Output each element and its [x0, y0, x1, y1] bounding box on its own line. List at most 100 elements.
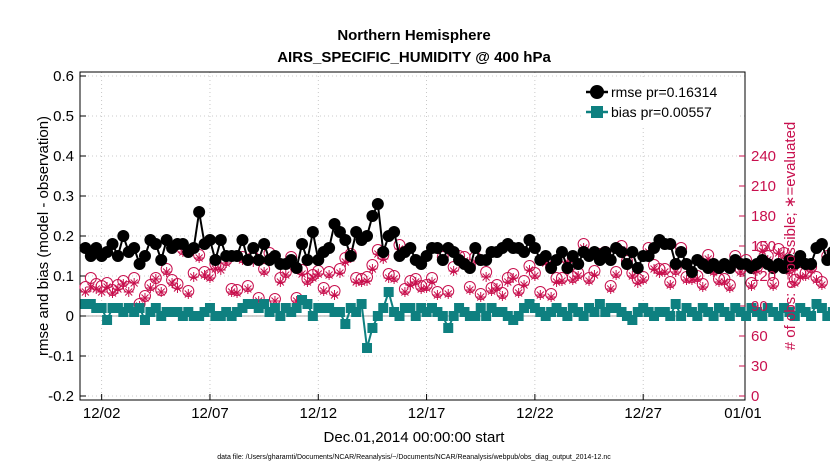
- bias-marker: [232, 307, 243, 317]
- obs-evaluated-marker: [145, 283, 156, 293]
- rmse-marker: [361, 230, 374, 242]
- obs-evaluated-marker: [464, 285, 475, 295]
- obs-evaluated-marker: [324, 270, 335, 280]
- bias-marker: [150, 303, 161, 313]
- bias-marker: [519, 303, 530, 313]
- bias-marker: [215, 311, 226, 321]
- y-tick-label: 0.6: [53, 68, 74, 85]
- bias-marker: [85, 299, 96, 309]
- x-tick-label: 12/17: [408, 405, 446, 422]
- rmse-marker: [604, 254, 617, 266]
- obs-evaluated-marker: [513, 288, 524, 298]
- bias-marker: [816, 303, 827, 313]
- tick-labels: 12/02 12/07 12/12 12/17 12/22 12/27 01/01 -0.2 -…: [48, 68, 776, 422]
- bias-marker: [751, 307, 762, 317]
- bias-marker: [540, 311, 551, 321]
- bias-marker: [134, 303, 145, 313]
- obs-evaluated-marker: [232, 288, 243, 298]
- obs-evaluated-marker: [329, 290, 340, 300]
- data-file-footnote: data file: /Users/gharamti/Documents/NCA…: [217, 454, 611, 461]
- rmse-marker: [685, 266, 698, 278]
- bias-marker: [616, 307, 627, 317]
- bias-marker: [242, 299, 253, 309]
- bias-marker: [96, 303, 107, 313]
- bias-marker: [102, 315, 113, 325]
- obs-evaluated-marker: [519, 280, 530, 290]
- obs-evaluated-marker: [307, 273, 318, 283]
- bias-marker: [605, 303, 616, 313]
- bias-marker: [529, 303, 540, 313]
- bias-marker: [649, 311, 660, 321]
- bias-marker: [426, 303, 437, 313]
- y-axis-right-label: # of obs: o=possible; ∗=evaluated: [782, 122, 799, 351]
- rmse-marker: [371, 198, 384, 210]
- bias-marker: [708, 311, 719, 321]
- bias-marker: [600, 307, 611, 317]
- y-tick-label: 0.1: [53, 268, 74, 285]
- series-layer: [79, 198, 830, 353]
- obs-evaluated-marker: [486, 286, 497, 296]
- bias-marker: [340, 319, 351, 329]
- bias-marker: [827, 307, 830, 317]
- rmse-marker: [528, 242, 541, 254]
- obs-evaluated-marker: [502, 277, 513, 287]
- obs-evaluated-marker: [773, 248, 784, 258]
- bias-marker: [156, 311, 167, 321]
- bias-marker: [172, 307, 183, 317]
- obs-evaluated-marker: [611, 270, 622, 280]
- bias-marker: [204, 303, 215, 313]
- legend-box: [582, 78, 740, 126]
- bias-marker: [773, 311, 784, 321]
- bias-marker: [307, 311, 318, 321]
- rmse-marker: [620, 258, 633, 270]
- bias-marker: [578, 311, 589, 321]
- obs-evaluated-marker: [589, 270, 600, 280]
- obs-evaluated-marker: [156, 287, 167, 297]
- bias-marker: [291, 303, 302, 313]
- obs-evaluated-marker: [654, 268, 665, 278]
- rmse-marker: [193, 206, 206, 218]
- obs-evaluated-marker: [529, 271, 540, 281]
- bias-marker: [145, 307, 156, 317]
- bias-marker: [389, 307, 400, 317]
- bias-marker: [621, 311, 632, 321]
- bias-marker: [735, 307, 746, 317]
- obs-evaluated-marker: [204, 273, 215, 283]
- bias-marker: [762, 303, 773, 313]
- legend-rmse-label: rmse pr=0.16314: [611, 84, 717, 100]
- bias-marker: [199, 307, 210, 317]
- bias-marker: [714, 303, 725, 313]
- bias-marker: [177, 311, 188, 321]
- obs-evaluated-marker: [573, 271, 584, 281]
- obs-evaluated-marker: [405, 280, 416, 290]
- obs-evaluated-marker: [259, 267, 270, 277]
- bias-marker: [584, 303, 595, 313]
- obs-evaluated-marker: [724, 283, 735, 293]
- y-right-tick-label: 0: [751, 388, 759, 405]
- bias-marker: [394, 311, 405, 321]
- bias-marker: [139, 315, 150, 325]
- obs-evaluated-marker: [443, 289, 454, 299]
- bias-marker: [167, 307, 178, 317]
- y-right-tick-label: 120: [751, 268, 776, 285]
- bias-marker: [237, 303, 248, 313]
- bias-marker: [405, 303, 416, 313]
- obs-evaluated-marker: [367, 264, 378, 274]
- y-right-tick-label: 60: [751, 328, 768, 345]
- bias-marker: [437, 311, 448, 321]
- obs-evaluated-marker: [242, 284, 253, 294]
- rmse-marker: [149, 238, 162, 250]
- obs-evaluated-marker: [556, 276, 567, 286]
- bias-marker: [183, 307, 194, 317]
- bias-marker: [730, 303, 741, 313]
- obs-evaluated-marker: [410, 277, 421, 287]
- x-tick-label: 01/01: [724, 405, 762, 422]
- bias-marker: [611, 303, 622, 313]
- legend: rmse pr=0.16314 bias pr=0.00557: [582, 78, 740, 126]
- obs-evaluated-marker: [318, 286, 329, 296]
- bias-marker: [491, 307, 502, 317]
- rmse-marker: [339, 234, 352, 246]
- bias-marker: [372, 311, 383, 321]
- bias-marker: [416, 303, 427, 313]
- chart-title-line2: AIRS_SPECIFIC_HUMIDITY @ 400 hPa: [277, 49, 551, 66]
